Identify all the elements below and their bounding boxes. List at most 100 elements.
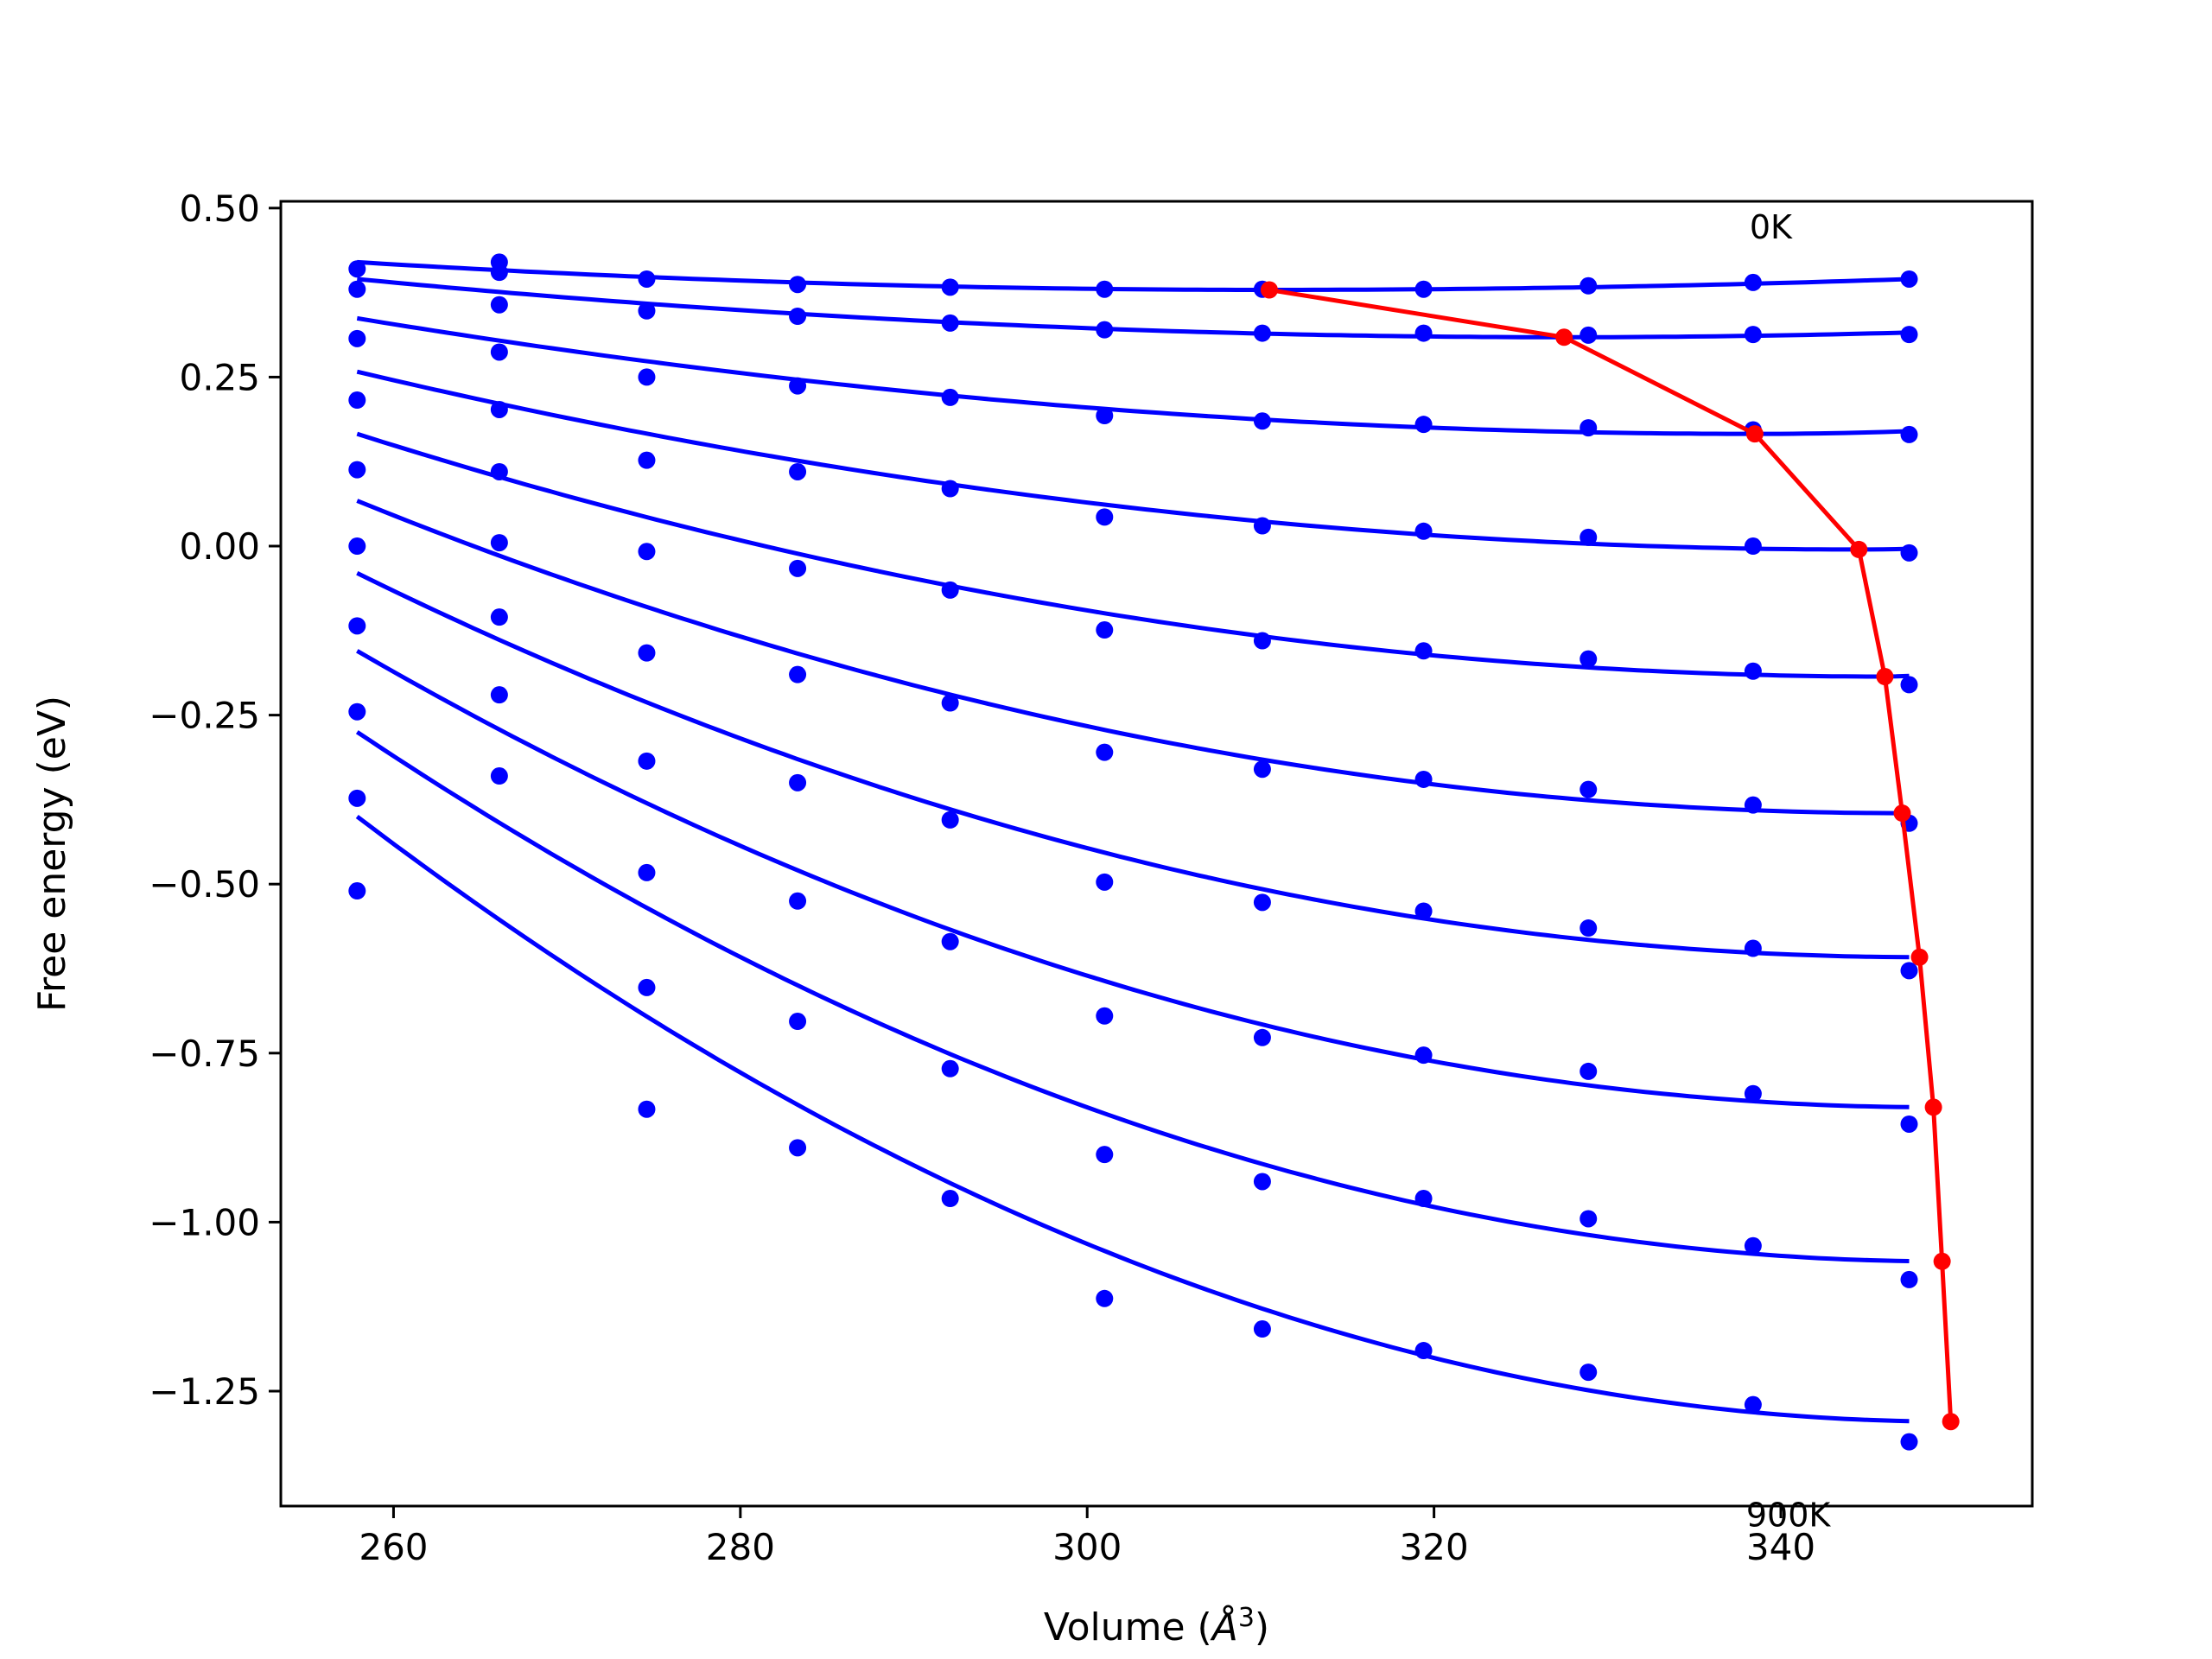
plot-frame: [279, 200, 2034, 1508]
data-point: [1096, 1146, 1114, 1164]
minima-point: [1924, 1098, 1942, 1116]
data-point: [490, 400, 508, 418]
data-point: [1096, 1289, 1114, 1307]
annotation-label: 900K: [1746, 1496, 1832, 1534]
data-point: [1253, 1173, 1271, 1191]
data-point: [1414, 770, 1433, 788]
data-point: [638, 368, 656, 386]
data-point: [1744, 326, 1762, 344]
data-point: [490, 608, 508, 626]
fit-curve-6: [356, 571, 1910, 960]
data-point: [1580, 326, 1598, 344]
x-axis-label-suffix: ): [1255, 1605, 1269, 1649]
fit-curve-7: [356, 649, 1910, 1109]
data-point: [941, 810, 959, 829]
fit-curve-9: [355, 815, 1910, 1424]
data-point: [1580, 1363, 1598, 1382]
data-point: [638, 302, 656, 320]
data-point: [941, 694, 959, 712]
data-point: [1744, 537, 1762, 556]
data-point: [1253, 1320, 1271, 1338]
fit-curve-4: [356, 431, 1910, 679]
data-point: [941, 480, 959, 498]
x-tick-label: 300: [1052, 1526, 1122, 1568]
data-point: [638, 752, 656, 770]
data-point: [789, 665, 807, 683]
x-axis-label: Volume (Å3): [1044, 1603, 1269, 1649]
data-point: [348, 789, 366, 807]
data-point: [1580, 919, 1598, 938]
series-layer: [348, 253, 1918, 1451]
y-tick-label: 0.00: [179, 525, 260, 568]
data-point: [1253, 324, 1271, 342]
fit-curve-0: [357, 259, 1910, 292]
data-point: [941, 278, 959, 296]
data-point: [1744, 1236, 1762, 1255]
data-point: [638, 270, 656, 288]
y-tick-label: −0.25: [149, 695, 260, 737]
y-tick-label: 0.50: [179, 188, 260, 230]
data-point: [348, 260, 366, 278]
x-axis-label-unit: Å: [1210, 1604, 1238, 1649]
x-axis: 260 280 300 320 340: [359, 1506, 1815, 1568]
minima-point: [1745, 425, 1764, 443]
data-point: [941, 1059, 959, 1077]
minima-point: [1933, 1252, 1951, 1270]
minima-point: [1910, 948, 1929, 966]
data-point: [1096, 280, 1114, 298]
minima-layer: [1260, 281, 1960, 1431]
data-point: [1580, 1210, 1598, 1228]
x-axis-label-prefix: Volume (: [1044, 1605, 1212, 1649]
data-point: [789, 892, 807, 910]
data-point: [1900, 326, 1918, 344]
data-point: [1414, 416, 1433, 434]
data-point: [789, 559, 807, 577]
data-point: [1414, 1046, 1433, 1065]
data-point: [941, 388, 959, 406]
data-point: [348, 461, 366, 479]
data-point: [1580, 276, 1598, 295]
x-tick-label: 260: [359, 1526, 428, 1568]
data-point: [348, 537, 366, 556]
data-point: [789, 1139, 807, 1157]
data-point: [1744, 1084, 1762, 1103]
data-point: [348, 882, 366, 900]
x-tick-label: 280: [706, 1526, 775, 1568]
fit-curve-2: [356, 315, 1910, 436]
data-point: [1580, 650, 1598, 668]
fit-curve-8: [355, 730, 1910, 1263]
data-point: [941, 1190, 959, 1208]
data-point: [1253, 760, 1271, 779]
data-point: [1414, 642, 1433, 660]
data-point: [1580, 1062, 1598, 1080]
data-point: [1414, 902, 1433, 920]
y-axis: 0.50 0.25 0.00 −0.25 −0.50 −0.75 −1.00 −1.25: [149, 188, 281, 1413]
data-point: [1253, 517, 1271, 535]
x-tick-label: 320: [1400, 1526, 1469, 1568]
y-tick-label: −0.75: [149, 1033, 260, 1075]
data-point: [638, 978, 656, 996]
data-point: [1744, 273, 1762, 291]
data-point: [1900, 1270, 1918, 1288]
data-point: [1096, 321, 1114, 339]
data-point: [1414, 280, 1433, 298]
data-point: [490, 264, 508, 282]
data-point: [1900, 1115, 1918, 1133]
annotation-label: 0K: [1750, 208, 1793, 246]
data-point: [789, 1013, 807, 1031]
data-point: [941, 932, 959, 950]
data-point: [638, 1100, 656, 1118]
data-point: [1096, 743, 1114, 761]
data-point: [1414, 1342, 1433, 1360]
data-point: [1414, 522, 1433, 540]
data-point: [490, 343, 508, 361]
data-point: [1096, 407, 1114, 425]
minima-point: [1555, 328, 1573, 346]
data-point: [1900, 676, 1918, 694]
data-point: [941, 581, 959, 599]
data-point: [789, 308, 807, 326]
data-point: [1900, 270, 1918, 288]
fit-curve-1: [357, 276, 1910, 340]
data-point: [789, 773, 807, 791]
